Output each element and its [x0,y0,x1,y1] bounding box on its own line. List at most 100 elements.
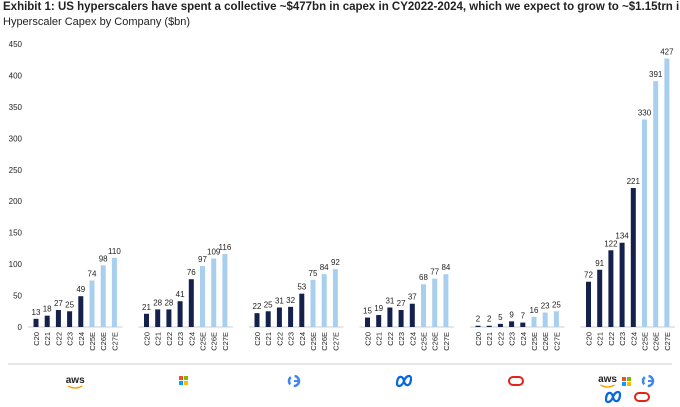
bar [520,322,526,327]
value-label: 18 [43,305,52,314]
bar [188,279,194,327]
chart-title: Exhibit 1: US hyperscalers have spent a … [3,1,680,13]
x-tick-label: C20 [364,332,373,346]
x-tick-label: C25E [641,332,650,351]
value-label: 31 [385,297,394,306]
x-tick-label: C20 [143,332,152,346]
value-label: 19 [374,304,383,313]
x-tick-label: C24 [408,332,417,346]
bar [432,278,438,327]
value-label: 84 [441,263,450,272]
bar [630,188,636,327]
bar [642,119,647,327]
y-tick-label: 50 [13,292,22,301]
value-label: 221 [627,177,641,186]
bar [310,279,316,327]
bar [211,258,217,327]
x-tick-label: C25E [309,332,318,351]
x-tick-label: C25E [420,332,429,351]
logo-text: aws [66,375,85,386]
x-tick-label: C23 [287,332,296,346]
bar [608,250,614,327]
value-label: 15 [363,307,372,316]
bar [177,301,183,327]
y-tick-label: 100 [9,260,23,269]
bar [365,317,370,327]
x-tick-label: C24 [187,332,196,346]
google-logo [641,374,655,388]
meta-logo [395,374,413,388]
value-label: 7 [521,312,526,321]
logos [179,374,655,404]
oracle-logo [508,376,524,386]
value-label: 427 [660,47,674,56]
value-label: 91 [595,259,604,268]
x-tick-label: C20 [32,332,41,346]
x-tick-label: C21 [264,332,273,346]
value-label: 68 [419,273,428,282]
bar [586,281,591,327]
x-tick-label: C27E [221,332,230,351]
x-tick-label: C23 [397,332,406,346]
value-label: 2 [476,315,481,324]
value-label: 53 [297,283,306,292]
bar [321,274,327,327]
bar [486,325,492,327]
x-tick-label: C23 [66,332,75,346]
value-label: 75 [309,269,318,278]
x-tick-label: C26E [431,332,440,351]
microsoft-logo [179,376,188,385]
value-label: 122 [604,239,618,248]
bar [619,242,625,327]
bar [421,284,426,327]
x-tick-label: C26E [320,332,329,351]
value-label: 32 [286,296,295,305]
x-tick-label: C23 [618,332,627,346]
x-tick-label: C23 [508,332,517,346]
bar [509,321,515,327]
y-tick-label: 350 [9,103,23,112]
value-label: 330 [638,108,652,117]
x-tick-label: C27E [442,332,451,351]
bar [443,274,449,327]
x-tick-label: C22 [165,332,174,346]
bar [44,315,50,327]
bar [200,265,205,327]
x-tick-label: C26E [210,332,219,351]
x-tick-label: C26E [541,332,550,351]
value-label: 13 [32,308,41,317]
x-tick-label: C27E [110,332,119,351]
logo-text: aws [598,374,617,385]
value-label: 110 [108,247,121,256]
x-tick-label: C22 [54,332,63,346]
x-tick-label: C23 [176,332,185,346]
x-tick-label: C26E [652,332,661,351]
value-label: 116 [219,243,232,252]
logo-smile [67,385,83,389]
bar [542,312,548,327]
y-tick-label: 400 [9,71,23,80]
x-tick-label: C21 [485,332,494,346]
bar [111,257,117,327]
bar [653,81,659,327]
meta-logo [604,390,622,404]
bar [276,307,282,327]
value-label: 22 [253,302,262,311]
bar [531,316,537,327]
value-label: 98 [99,254,108,263]
x-tick-label: C27E [663,332,672,351]
x-tick-label: C22 [607,332,616,346]
bar [78,296,84,327]
bar [497,323,503,327]
bar [288,306,294,327]
value-label: 391 [649,70,663,79]
x-tick-label: C27E [331,332,340,351]
value-label: 25 [552,300,561,309]
value-label: 92 [331,258,340,267]
y-tick-label: 450 [9,40,23,49]
microsoft-logo [622,377,631,386]
value-label: 37 [408,293,417,302]
bar [89,280,95,327]
value-label: 27 [397,299,406,308]
x-tick-label: C20 [474,332,483,346]
